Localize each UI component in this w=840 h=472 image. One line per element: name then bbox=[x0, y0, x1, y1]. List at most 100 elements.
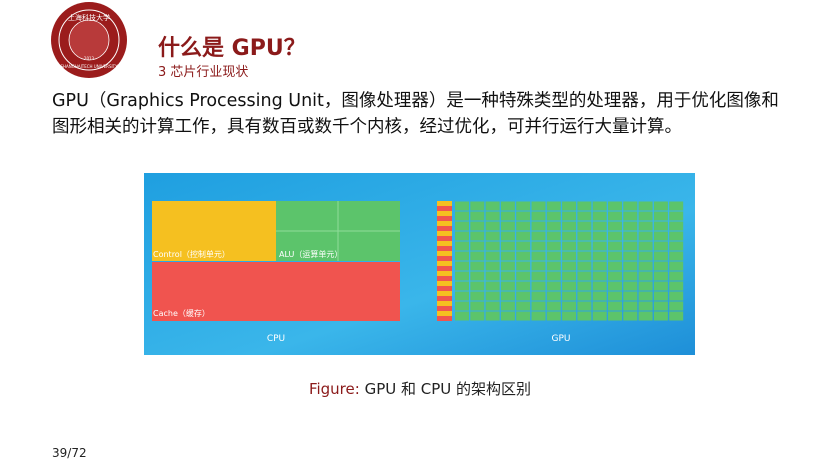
gpu-cell bbox=[577, 261, 592, 271]
gpu-cell bbox=[623, 241, 638, 251]
gpu-cell bbox=[470, 261, 485, 271]
gpu-cell bbox=[653, 291, 668, 301]
gpu-cell bbox=[592, 241, 607, 251]
gpu-cell bbox=[653, 241, 668, 251]
gpu-cell bbox=[608, 211, 622, 221]
gpu-cell bbox=[546, 311, 561, 321]
gpu-cell bbox=[592, 201, 607, 211]
gpu-cell bbox=[623, 221, 638, 231]
gpu-cell bbox=[470, 251, 485, 261]
gpu-cell bbox=[653, 281, 668, 291]
gpu-cell bbox=[437, 241, 452, 246]
gpu-cell bbox=[455, 301, 469, 311]
gpu-cell bbox=[669, 231, 684, 241]
subtitle: 3 芯片行业现状 bbox=[158, 65, 249, 80]
gpu-cell bbox=[562, 211, 577, 221]
gpu-cell bbox=[546, 251, 561, 261]
gpu-cell bbox=[500, 291, 515, 301]
gpu-cell bbox=[669, 201, 684, 211]
gpu-cell bbox=[455, 231, 469, 241]
gpu-cell bbox=[638, 261, 653, 271]
gpu-cell bbox=[437, 246, 452, 251]
title: 什么是 GPU？ bbox=[158, 36, 306, 61]
gpu-cell bbox=[437, 306, 452, 311]
gpu-cell bbox=[531, 261, 546, 271]
gpu-cell bbox=[516, 301, 531, 311]
gpu-cell bbox=[500, 251, 515, 261]
gpu-cell bbox=[485, 211, 500, 221]
gpu-cell bbox=[592, 301, 607, 311]
gpu-cell bbox=[577, 241, 592, 251]
gpu-cell bbox=[562, 301, 577, 311]
gpu-cell bbox=[455, 291, 469, 301]
gpu-cell bbox=[562, 231, 577, 241]
gpu-cell bbox=[455, 271, 469, 281]
gpu-cell bbox=[638, 211, 653, 221]
gpu-cell bbox=[592, 221, 607, 231]
gpu-cell bbox=[562, 261, 577, 271]
gpu-cell bbox=[470, 301, 485, 311]
caption-prefix: Figure: bbox=[308, 380, 360, 398]
gpu-cell bbox=[653, 221, 668, 231]
logo-cn: 上海科技大学 bbox=[68, 13, 110, 22]
gpu-cell bbox=[653, 301, 668, 311]
gpu-cell bbox=[608, 221, 622, 231]
gpu-cell bbox=[669, 211, 684, 221]
gpu-cell bbox=[531, 291, 546, 301]
logo-year: 2013 bbox=[84, 56, 95, 61]
gpu-cell bbox=[623, 301, 638, 311]
gpu-cell bbox=[531, 241, 546, 251]
gpu-cell bbox=[562, 201, 577, 211]
gpu-cell bbox=[485, 271, 500, 281]
gpu-cell bbox=[577, 271, 592, 281]
gpu-cell bbox=[437, 261, 452, 266]
gpu-cell bbox=[669, 261, 684, 271]
gpu-cell bbox=[669, 251, 684, 261]
caption: Figure: GPU 和 CPU 的架构区别 bbox=[0, 378, 840, 399]
gpu-cell bbox=[500, 211, 515, 221]
gpu-cell bbox=[577, 281, 592, 291]
gpu-cell bbox=[500, 301, 515, 311]
gpu-cell bbox=[500, 311, 515, 321]
gpu-cell bbox=[516, 201, 531, 211]
gpu-cell bbox=[608, 231, 622, 241]
gpu-cell bbox=[437, 281, 452, 286]
gpu-cell bbox=[470, 271, 485, 281]
gpu-cell bbox=[577, 221, 592, 231]
gpu-cell bbox=[638, 201, 653, 211]
gpu-cell bbox=[470, 241, 485, 251]
gpu-cell bbox=[577, 231, 592, 241]
gpu-cell bbox=[437, 266, 452, 271]
gpu-cell bbox=[437, 231, 452, 236]
gpu-cell bbox=[546, 261, 561, 271]
gpu-cell bbox=[623, 211, 638, 221]
gpu-cell bbox=[485, 231, 500, 241]
gpu-cell bbox=[437, 226, 452, 231]
gpu-cell bbox=[437, 291, 452, 296]
gpu-cell bbox=[485, 291, 500, 301]
gpu-cell bbox=[562, 271, 577, 281]
gpu-cell bbox=[608, 301, 622, 311]
gpu-cell bbox=[592, 231, 607, 241]
gpu-cell bbox=[592, 261, 607, 271]
gpu-cell bbox=[669, 241, 684, 251]
gpu-cell bbox=[516, 291, 531, 301]
gpu-cell bbox=[653, 251, 668, 261]
gpu-cell bbox=[455, 201, 469, 211]
gpu-cell bbox=[455, 311, 469, 321]
gpu-cell bbox=[669, 271, 684, 281]
gpu-cell bbox=[669, 291, 684, 301]
gpu-cell bbox=[592, 251, 607, 261]
gpu-cell bbox=[546, 221, 561, 231]
gpu-cell bbox=[638, 241, 653, 251]
gpu-cell bbox=[577, 211, 592, 221]
gpu-cell bbox=[437, 296, 452, 301]
gpu-cell bbox=[516, 241, 531, 251]
gpu-cell bbox=[546, 271, 561, 281]
gpu-cell bbox=[437, 301, 452, 306]
gpu-cell bbox=[531, 231, 546, 241]
gpu-cell bbox=[638, 291, 653, 301]
gpu-cell bbox=[531, 281, 546, 291]
gpu-cell bbox=[669, 281, 684, 291]
